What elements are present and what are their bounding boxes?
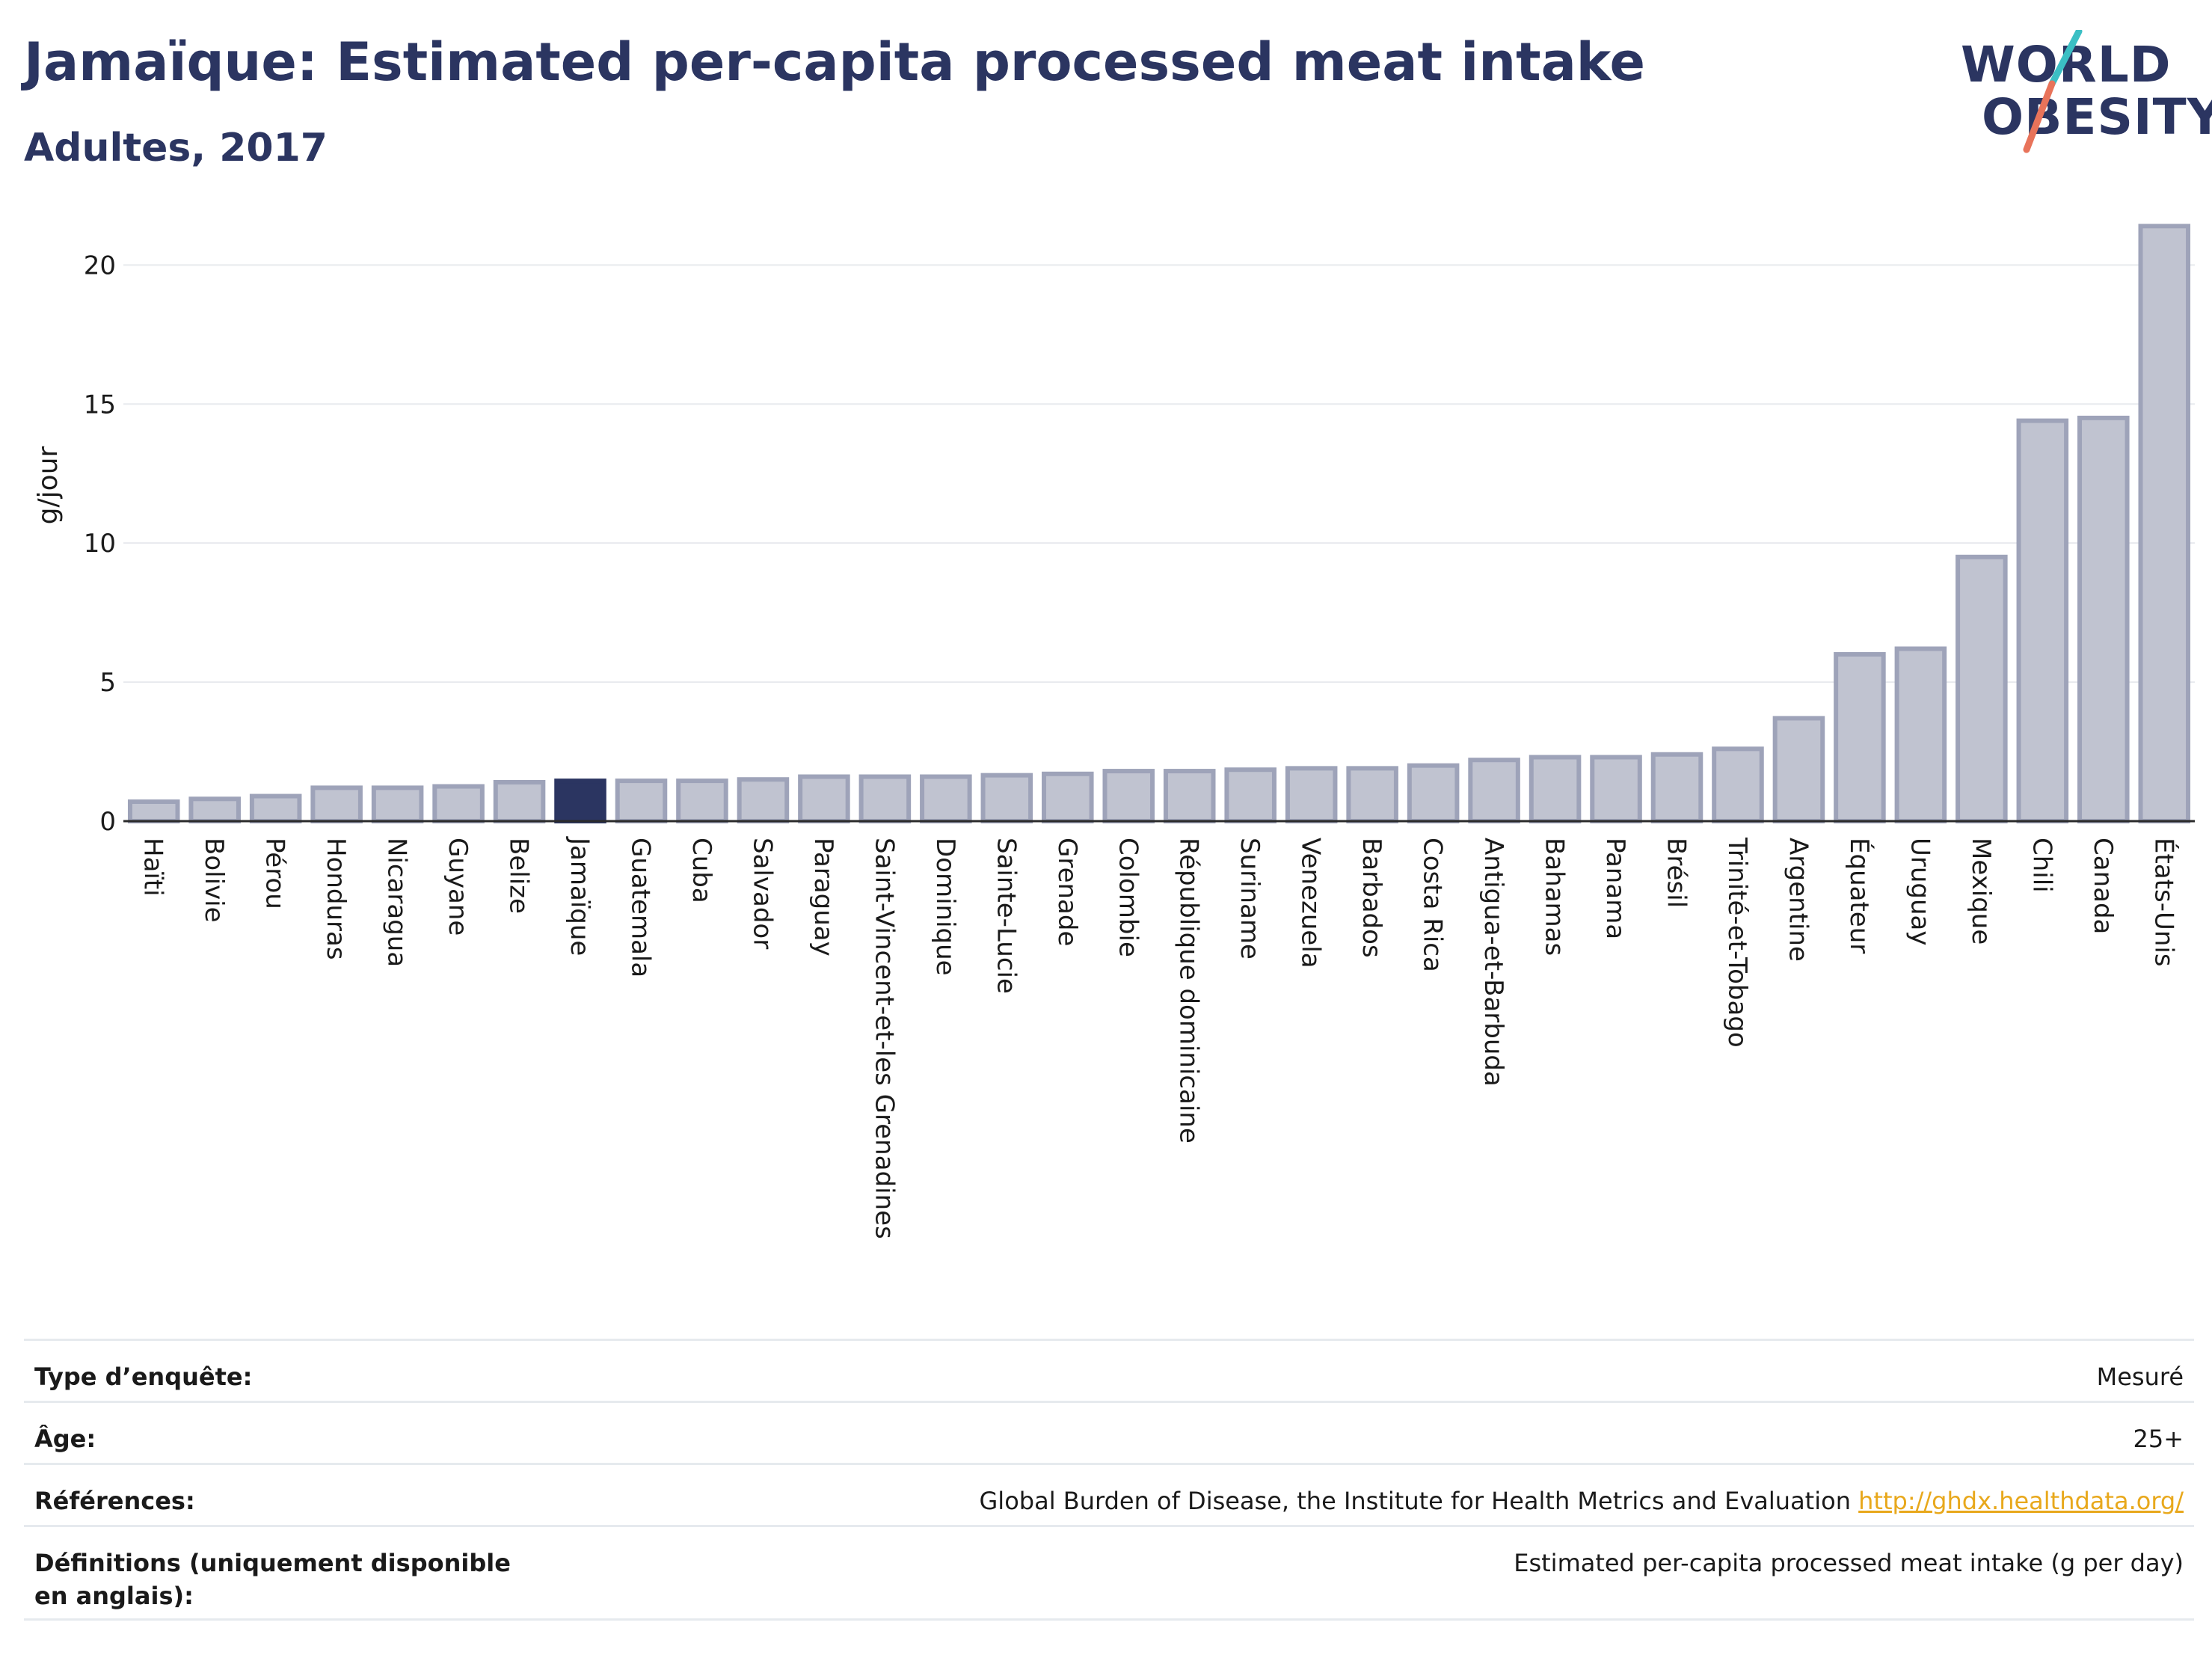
bar bbox=[432, 784, 485, 823]
bar bbox=[188, 796, 241, 823]
y-tick-label: 15 bbox=[84, 390, 116, 420]
bar bbox=[1650, 752, 1703, 823]
bar-chart: 0 5 10 15 20 g/jour Haïti Bolivie Pérou Honduras N… bbox=[33, 224, 2195, 1239]
x-tick-label: Panama bbox=[1600, 838, 1630, 939]
bar bbox=[1042, 771, 1094, 823]
meta-value: Estimated per-capita processed meat inta… bbox=[1514, 1549, 2184, 1577]
meta-row-survey-type: Type d’enquête: Mesuré bbox=[24, 1339, 2194, 1401]
bar bbox=[920, 774, 972, 824]
bar bbox=[2016, 418, 2069, 823]
bar bbox=[1407, 763, 1460, 823]
chart-subtitle: Adultes, 2017 bbox=[24, 126, 328, 171]
x-tick-label: Mexique bbox=[1966, 838, 1996, 945]
meta-value-references: Global Burden of Disease, the Institute … bbox=[980, 1484, 2184, 1517]
bar bbox=[1712, 746, 1764, 823]
y-tick-label: 20 bbox=[84, 251, 116, 280]
bar bbox=[1590, 755, 1642, 823]
bar bbox=[1468, 758, 1520, 824]
x-tick-label: Venezuela bbox=[1296, 838, 1326, 968]
x-tick-label: République dominicaine bbox=[1174, 838, 1204, 1143]
x-tick-label: Trinité-et-Tobago bbox=[1722, 837, 1752, 1048]
bar bbox=[798, 774, 850, 824]
x-tick-label: Argentine bbox=[1783, 838, 1813, 962]
meta-label: Références: bbox=[34, 1487, 195, 1515]
x-tick-label: Paraguay bbox=[808, 838, 838, 957]
meta-row-references: Références: Global Burden of Disease, th… bbox=[24, 1463, 2194, 1525]
meta-value: Mesuré bbox=[2096, 1363, 2184, 1391]
meta-row-definitions: Définitions (uniquement disponible en an… bbox=[24, 1525, 2194, 1621]
bar bbox=[1894, 646, 1947, 823]
chart-title: Jamaïque: Estimated per-capita processed… bbox=[24, 31, 1645, 93]
x-tick-label: Grenade bbox=[1052, 838, 1082, 946]
reference-text: Global Burden of Disease, the Institute … bbox=[979, 1487, 1851, 1515]
y-tick-label: 0 bbox=[99, 807, 116, 837]
meta-value: 25+ bbox=[2133, 1425, 2184, 1453]
bar bbox=[127, 799, 180, 823]
bar bbox=[1834, 651, 1886, 824]
bar bbox=[980, 773, 1033, 824]
bar bbox=[676, 779, 728, 823]
x-tick-label: Saint-Vincent-et-les Grenadines bbox=[869, 838, 899, 1239]
x-tick-label: Cuba bbox=[686, 838, 716, 903]
x-tick-label: Guatemala bbox=[626, 838, 656, 977]
world-obesity-logo: WORLD OBESITY bbox=[1952, 30, 2212, 165]
x-tick-label: Costa Rica bbox=[1418, 838, 1448, 972]
bar bbox=[249, 793, 302, 824]
x-tick-label: Chili bbox=[2027, 838, 2056, 893]
bar bbox=[1285, 766, 1338, 824]
logo-text-line2: OBESITY bbox=[1982, 88, 2212, 146]
x-tick-label: Honduras bbox=[321, 838, 351, 960]
meta-row-age: Âge: 25+ bbox=[24, 1401, 2194, 1463]
x-tick-label: Haïti bbox=[138, 838, 168, 897]
x-tick-label: Canada bbox=[2088, 838, 2118, 934]
bar bbox=[1163, 769, 1216, 824]
bar bbox=[858, 774, 912, 824]
x-tick-label: Barbados bbox=[1357, 838, 1386, 958]
x-tick-label: Bolivie bbox=[199, 838, 229, 923]
x-tick-label: Uruguay bbox=[1905, 838, 1935, 946]
bar bbox=[2138, 224, 2191, 824]
x-tick-label: Antigua-et-Barbuda bbox=[1478, 838, 1508, 1087]
bar bbox=[1102, 769, 1155, 824]
x-tick-label: Pérou bbox=[260, 838, 290, 909]
x-tick-label: Équateur bbox=[1844, 838, 1875, 954]
x-tick-label: États-Unis bbox=[2148, 838, 2179, 967]
metadata-table: Type d’enquête: Mesuré Âge: 25+ Référenc… bbox=[24, 1339, 2194, 1621]
bar bbox=[371, 785, 424, 824]
x-tick-label: Dominique bbox=[930, 838, 960, 976]
x-tick-label: Brésil bbox=[1662, 838, 1692, 908]
x-tick-label: Bahamas bbox=[1540, 838, 1570, 956]
meta-label: Âge: bbox=[34, 1425, 96, 1453]
x-tick-label: Guyane bbox=[443, 838, 473, 936]
bar bbox=[1224, 767, 1276, 823]
y-tick-label: 10 bbox=[84, 529, 116, 559]
x-tick-label: Belize bbox=[504, 838, 534, 914]
bar bbox=[1346, 766, 1398, 824]
bar-highlight bbox=[554, 779, 606, 823]
logo-slash-icon bbox=[2023, 30, 2083, 153]
logo-text-line1: WORLD bbox=[1961, 36, 2172, 93]
x-tick-label: Jamaïque bbox=[565, 836, 595, 956]
x-tick-label: Colombie bbox=[1113, 838, 1143, 957]
meta-label: Type d’enquête: bbox=[34, 1363, 253, 1391]
x-tick-label: Salvador bbox=[747, 838, 777, 949]
x-tick-label: Nicaragua bbox=[382, 838, 412, 967]
x-tick-label: Suriname bbox=[1235, 838, 1265, 959]
bar bbox=[1956, 554, 2008, 823]
x-tick-label: Sainte-Lucie bbox=[991, 838, 1021, 994]
bar bbox=[1772, 716, 1825, 823]
bar bbox=[737, 777, 790, 824]
bar bbox=[2077, 415, 2130, 823]
bar bbox=[493, 779, 546, 823]
reference-link[interactable]: http://ghdx.healthdata.org/ bbox=[1858, 1487, 2184, 1515]
meta-label: Définitions (uniquement disponible en an… bbox=[34, 1549, 511, 1610]
bar bbox=[615, 779, 668, 823]
bar bbox=[1529, 755, 1582, 823]
y-tick-label: 5 bbox=[99, 668, 116, 698]
y-axis-label: g/jour bbox=[33, 446, 64, 524]
bar bbox=[310, 785, 363, 824]
